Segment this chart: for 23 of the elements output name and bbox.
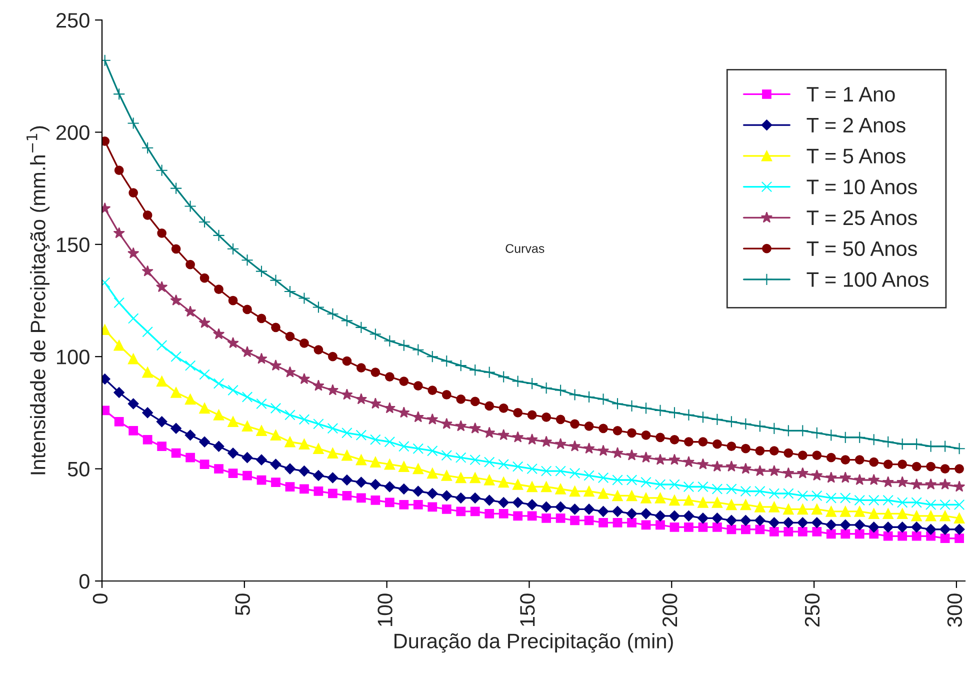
legend-label: T = 50 Anos <box>806 241 917 256</box>
x-tick-label: 0 <box>92 594 108 604</box>
legend-label: T = 25 Anos <box>806 210 917 226</box>
x-tick-label: 150 <box>520 594 535 626</box>
legend-label: T = 5 Anos <box>806 148 906 164</box>
y-axis-title: Intensidade de Precipitação (mm.h$^{−1}$) <box>26 126 50 474</box>
legend-label: T = 1 Ano <box>806 87 895 102</box>
y-tick-label: 0 <box>79 574 90 589</box>
x-tick-label: 50 <box>235 594 250 616</box>
y-tick-label: 150 <box>57 237 90 252</box>
x-axis-title: Duração da Precipitação (min) <box>394 633 673 653</box>
x-tick-label: 300 <box>947 594 962 627</box>
x-tick-label: 250 <box>804 594 820 627</box>
legend-label: T = 2 Anos <box>806 118 906 133</box>
x-tick-label: 100 <box>378 594 392 626</box>
y-tick-label: 100 <box>57 350 90 364</box>
y-tick-label: 50 <box>68 462 90 477</box>
legend-label: T = 10 Anos <box>806 180 917 194</box>
x-tick-label: 200 <box>662 594 678 627</box>
annotation: Curvas <box>506 244 544 253</box>
y-tick-label: 250 <box>56 13 90 28</box>
legend-label: T = 100 Anos <box>806 272 929 287</box>
y-tick-label: 200 <box>56 125 90 140</box>
